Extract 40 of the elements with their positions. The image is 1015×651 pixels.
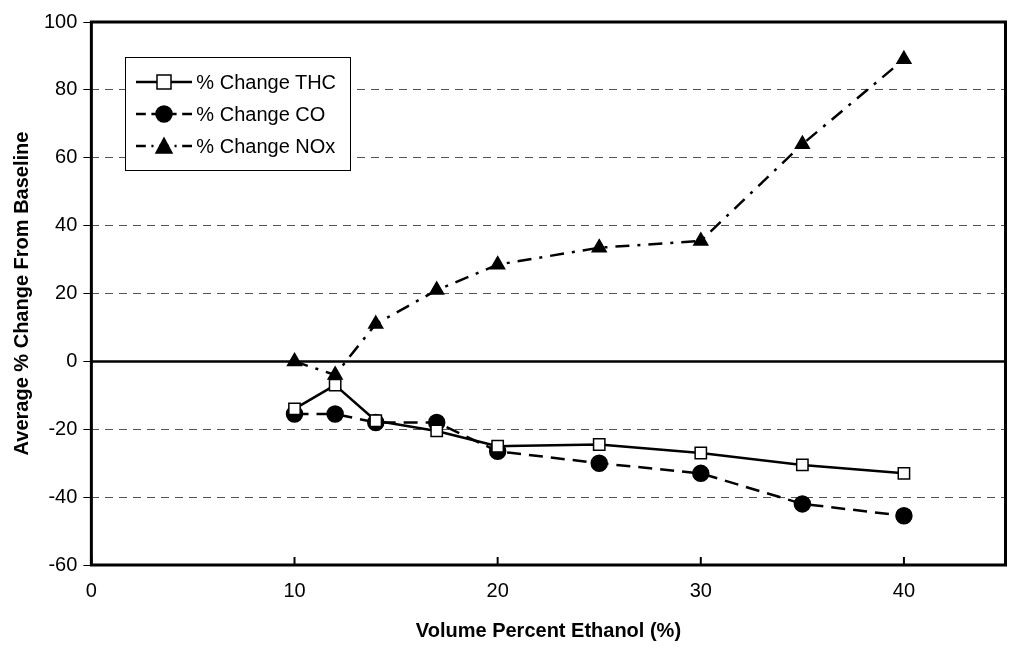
y-tick-label: 40 bbox=[55, 213, 78, 236]
point bbox=[286, 352, 303, 367]
point bbox=[590, 454, 608, 472]
y-tick-label: 100 bbox=[43, 9, 78, 32]
x-axis-title: Volume Percent Ethanol (%) bbox=[415, 618, 682, 641]
point bbox=[694, 446, 708, 460]
point bbox=[326, 405, 344, 423]
point bbox=[693, 232, 709, 246]
x-tick-label: 40 bbox=[892, 578, 916, 601]
point bbox=[491, 439, 505, 453]
y-tick-label: 60 bbox=[55, 145, 78, 168]
point bbox=[489, 255, 506, 270]
y-tick-label: 0 bbox=[66, 348, 78, 371]
point bbox=[430, 424, 444, 438]
point bbox=[692, 464, 710, 483]
point bbox=[897, 466, 911, 480]
point bbox=[794, 135, 811, 149]
point bbox=[795, 458, 809, 472]
y-axis-title: Average % Change From Baseline bbox=[9, 131, 32, 456]
x-tick-label: 20 bbox=[486, 578, 509, 601]
legend-label: % Change NOx bbox=[196, 134, 336, 159]
point bbox=[328, 378, 342, 392]
point bbox=[895, 507, 913, 525]
x-tick-label: 30 bbox=[689, 578, 712, 601]
point bbox=[592, 438, 606, 451]
legend-label: % Change THC bbox=[196, 70, 337, 95]
y-tick-label: -60 bbox=[48, 552, 78, 575]
point bbox=[793, 495, 812, 513]
point bbox=[896, 50, 912, 65]
y-tick-label: -20 bbox=[48, 416, 78, 439]
point bbox=[327, 366, 343, 380]
y-tick-label: 20 bbox=[55, 281, 78, 304]
x-tick-label: 0 bbox=[85, 578, 97, 601]
y-tick-label: 80 bbox=[55, 77, 78, 100]
x-tick-label: 10 bbox=[283, 578, 306, 601]
point bbox=[368, 315, 384, 329]
point bbox=[429, 281, 445, 295]
legend-label: % Change CO bbox=[196, 102, 326, 127]
y-tick-label: -40 bbox=[48, 484, 78, 507]
point bbox=[591, 238, 607, 253]
